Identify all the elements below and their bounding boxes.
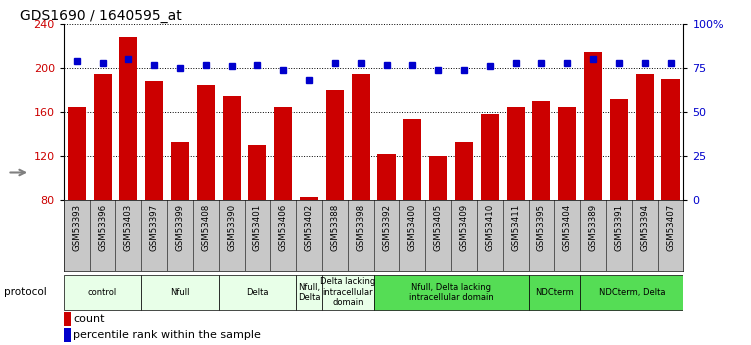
Bar bbox=[141, 275, 219, 310]
Text: GSM53408: GSM53408 bbox=[201, 204, 210, 251]
Text: control: control bbox=[88, 288, 117, 297]
Bar bbox=[378, 154, 396, 200]
Text: GSM53409: GSM53409 bbox=[460, 204, 469, 251]
Text: GSM53395: GSM53395 bbox=[537, 204, 546, 251]
Bar bbox=[581, 275, 683, 310]
Text: GSM53407: GSM53407 bbox=[666, 204, 675, 251]
Bar bbox=[351, 73, 369, 200]
Text: GSM53403: GSM53403 bbox=[124, 204, 133, 251]
Bar bbox=[481, 114, 499, 200]
Text: GSM53391: GSM53391 bbox=[614, 204, 623, 251]
Text: GSM53399: GSM53399 bbox=[176, 204, 185, 250]
Text: GSM53410: GSM53410 bbox=[485, 204, 494, 251]
Text: GSM53390: GSM53390 bbox=[227, 204, 236, 251]
Bar bbox=[219, 275, 296, 310]
Text: GSM53406: GSM53406 bbox=[279, 204, 288, 251]
Bar bbox=[300, 197, 318, 200]
Text: GDS1690 / 1640595_at: GDS1690 / 1640595_at bbox=[20, 9, 182, 23]
Text: GSM53392: GSM53392 bbox=[382, 204, 391, 251]
Bar bbox=[296, 275, 322, 310]
Bar bbox=[610, 99, 628, 200]
Text: Delta lacking
intracellular
domain: Delta lacking intracellular domain bbox=[320, 277, 376, 307]
Text: Delta: Delta bbox=[246, 288, 269, 297]
Bar bbox=[197, 85, 215, 200]
Bar bbox=[403, 119, 421, 200]
Text: Nfull,
Delta: Nfull, Delta bbox=[298, 283, 321, 302]
Bar bbox=[322, 275, 373, 310]
Bar bbox=[222, 96, 240, 200]
Text: GSM53394: GSM53394 bbox=[640, 204, 649, 251]
Bar bbox=[584, 52, 602, 200]
Text: GSM53388: GSM53388 bbox=[330, 204, 339, 251]
Text: protocol: protocol bbox=[4, 287, 47, 297]
Bar bbox=[64, 275, 141, 310]
Bar bbox=[374, 275, 529, 310]
Bar bbox=[68, 107, 86, 200]
Bar bbox=[532, 101, 550, 200]
Text: percentile rank within the sample: percentile rank within the sample bbox=[74, 330, 261, 340]
Bar bbox=[455, 142, 473, 200]
Text: GSM53389: GSM53389 bbox=[589, 204, 598, 251]
Text: GSM53401: GSM53401 bbox=[253, 204, 262, 251]
Text: GSM53397: GSM53397 bbox=[149, 204, 158, 251]
Text: Nfull, Delta lacking
intracellular domain: Nfull, Delta lacking intracellular domai… bbox=[409, 283, 493, 302]
Text: GSM53404: GSM53404 bbox=[562, 204, 572, 251]
Bar bbox=[429, 156, 447, 200]
Text: NDCterm: NDCterm bbox=[535, 288, 574, 297]
Bar bbox=[326, 90, 344, 200]
Text: NDCterm, Delta: NDCterm, Delta bbox=[599, 288, 665, 297]
Text: GSM53393: GSM53393 bbox=[72, 204, 81, 251]
Text: GSM53400: GSM53400 bbox=[408, 204, 417, 251]
Bar bbox=[529, 275, 580, 310]
Bar bbox=[119, 37, 137, 200]
Bar bbox=[64, 312, 71, 326]
Bar bbox=[249, 145, 267, 200]
Text: GSM53405: GSM53405 bbox=[433, 204, 442, 251]
Text: Nfull: Nfull bbox=[170, 288, 190, 297]
Text: GSM53402: GSM53402 bbox=[305, 204, 314, 251]
Bar bbox=[171, 142, 189, 200]
Bar bbox=[274, 107, 292, 200]
Text: GSM53396: GSM53396 bbox=[98, 204, 107, 251]
Bar bbox=[558, 107, 576, 200]
Text: count: count bbox=[74, 314, 104, 324]
Bar bbox=[662, 79, 680, 200]
Bar bbox=[64, 328, 71, 342]
Bar bbox=[94, 73, 112, 200]
Bar bbox=[635, 73, 653, 200]
Bar bbox=[145, 81, 163, 200]
Text: GSM53411: GSM53411 bbox=[511, 204, 520, 251]
Bar bbox=[507, 107, 525, 200]
Text: GSM53398: GSM53398 bbox=[356, 204, 365, 251]
